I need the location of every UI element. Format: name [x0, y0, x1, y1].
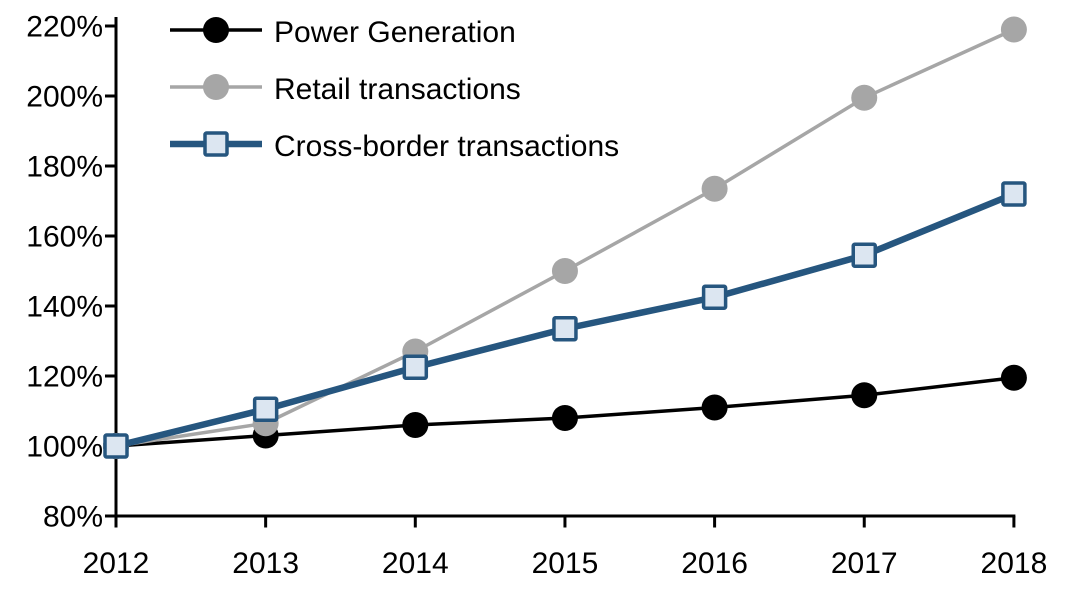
legend-item-retail-transactions: Retail transactions [168, 61, 619, 118]
marker-cross-border-transactions-2013 [252, 396, 279, 422]
marker-retail-transactions-2018 [1000, 16, 1027, 43]
marker-cross-border-transactions-2012 [103, 433, 129, 459]
y-tick-label-100: 100% [26, 431, 103, 464]
y-tick-label-200: 200% [26, 81, 103, 114]
marker-power-generation-2014 [402, 412, 429, 438]
x-tick-label-2017: 2017 [831, 547, 898, 580]
marker-retail-transactions-2015 [551, 258, 578, 284]
legend-marker-cross-border-transactions [168, 127, 264, 166]
legend-marker-power-generation [168, 13, 264, 52]
y-tick-label-220: 220% [26, 11, 103, 44]
marker-retail-transactions-2017 [851, 84, 878, 111]
y-tick-label-160: 160% [26, 221, 103, 254]
y-tick-label-140: 140% [26, 291, 103, 324]
legend-circle-marker-icon [203, 74, 229, 100]
x-tick-label-2015: 2015 [532, 547, 599, 580]
x-tick-label-2016: 2016 [681, 547, 748, 580]
legend-label-retail-transactions: Retail transactions [274, 72, 521, 106]
legend-label-power-generation: Power Generation [274, 15, 516, 49]
marker-power-generation-2018 [1000, 364, 1027, 391]
legend-item-cross-border-transactions: Cross-border transactions [168, 118, 619, 175]
marker-cross-border-transactions-2015 [552, 316, 578, 342]
legend-sample-svg [170, 74, 262, 100]
legend-marker-retail-transactions [168, 70, 264, 109]
marker-cross-border-transactions-2018 [1001, 181, 1027, 207]
marker-retail-transactions-2016 [701, 175, 728, 202]
y-tick-label-80: 80% [43, 501, 103, 534]
legend-square-marker-icon [203, 131, 229, 157]
legend: Power Generation Retail transactions Cro… [168, 4, 619, 175]
x-tick-label-2013: 2013 [232, 547, 299, 580]
marker-cross-border-transactions-2014 [402, 354, 429, 380]
legend-label-cross-border-transactions: Cross-border transactions [274, 129, 620, 163]
x-tick-label-2018: 2018 [981, 547, 1048, 580]
marker-power-generation-2016 [701, 394, 728, 421]
y-tick-label-180: 180% [26, 151, 103, 184]
x-tick-label-2014: 2014 [382, 547, 449, 580]
marker-power-generation-2015 [551, 405, 578, 431]
legend-item-power-generation: Power Generation [168, 4, 619, 61]
x-tick-label-2012: 2012 [83, 547, 150, 580]
marker-power-generation-2017 [851, 382, 878, 409]
marker-cross-border-transactions-2017 [851, 242, 877, 268]
y-tick-label-120: 120% [26, 361, 103, 394]
marker-cross-border-transactions-2016 [701, 284, 728, 310]
legend-sample-svg [170, 17, 262, 43]
legend-circle-marker-icon [203, 17, 229, 43]
legend-sample-svg [170, 131, 262, 157]
